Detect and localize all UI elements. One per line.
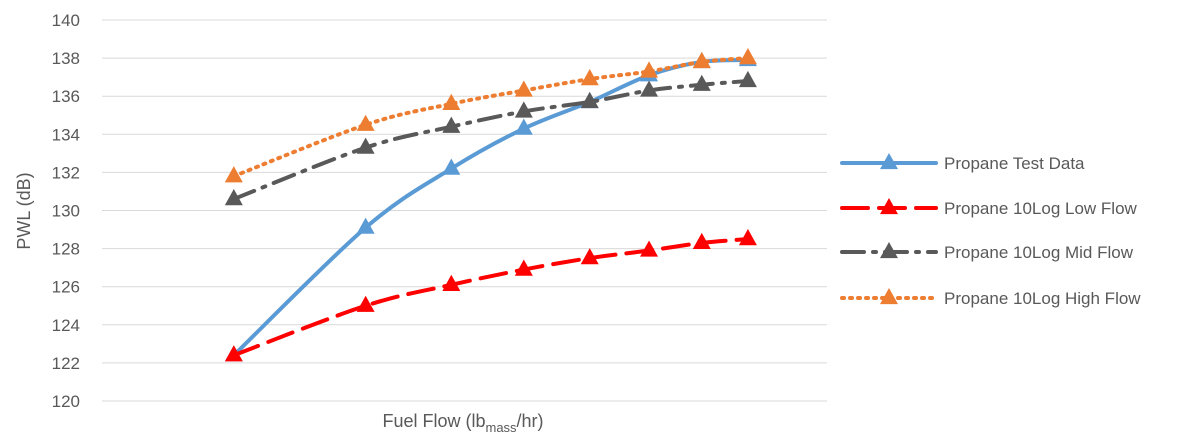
legend-label-1: Propane Test Data [944,154,1085,173]
series-line-3 [231,78,750,202]
y-tick-label-124: 124 [52,316,80,335]
data-point-1-3 [442,158,461,175]
series-line-4 [231,56,750,179]
data-point-4-4 [514,80,533,97]
y-tick-label-136: 136 [52,87,80,106]
y-tick-label-130: 130 [52,202,80,221]
y-tick-label-120: 120 [52,392,80,411]
legend-marker-1 [880,152,898,170]
legend: Propane Test Data Propane 10Log Low Flow P… [840,152,1141,308]
data-point-3-4 [514,101,533,118]
y-tick-label-128: 128 [52,240,80,259]
data-point-4-1 [224,166,243,183]
data-point-4-6 [640,61,659,78]
legend-marker-4 [880,287,898,305]
y-tick-label-122: 122 [52,354,80,373]
legend-label-3: Propane 10Log Mid Flow [944,243,1134,262]
series-line-1 [231,58,750,358]
data-point-4-7 [692,51,711,69]
data-point-4-3 [442,93,461,110]
x-axis-title: Fuel Flow (lbmass/hr) [382,411,543,435]
data-point-4-5 [580,69,599,86]
data-point-3-2 [356,137,375,154]
series-lines [224,48,757,362]
legend-label-4: Propane 10Log High Flow [944,289,1141,308]
data-point-3-7 [692,74,711,91]
data-point-2-4 [514,259,533,276]
legend-label-2: Propane 10Log Low Flow [944,199,1138,218]
grid-lines [102,19,827,402]
data-point-2-8 [738,229,757,246]
data-point-3-8 [738,70,757,88]
data-point-2-2 [356,295,375,312]
y-tick-label-140: 140 [52,11,80,30]
data-point-2-7 [692,232,711,250]
series-2 [224,229,757,362]
x-axis-title-suffix: /hr) [517,411,544,431]
x-axis-title-subscript: mass [485,420,517,435]
series-3 [224,70,757,206]
data-point-2-1 [224,345,243,362]
data-point-2-3 [442,274,461,291]
series-line-2 [231,237,750,358]
y-tick-label-126: 126 [52,278,80,297]
data-point-3-5 [580,91,599,109]
x-axis-title-base: Fuel Flow (lb [382,411,485,431]
y-tick-label-132: 132 [52,163,80,182]
y-axis-title: PWL (dB) [14,172,34,249]
legend-marker-3 [880,241,898,259]
y-tick-label-138: 138 [52,49,80,68]
y-tick-label-134: 134 [52,125,80,144]
legend-marker-2 [880,197,898,215]
data-point-1-4 [514,118,533,135]
data-point-3-6 [640,80,659,97]
data-point-2-5 [580,248,599,265]
data-point-4-8 [738,48,757,65]
data-point-1-2 [356,217,375,234]
data-point-2-6 [640,240,659,257]
data-point-3-1 [224,189,243,206]
series-4 [224,48,757,183]
y-tick-labels: 120 122 124 126 128 130 132 134 136 138 140 [52,11,80,411]
data-point-3-3 [442,116,461,133]
data-point-4-2 [356,114,375,131]
